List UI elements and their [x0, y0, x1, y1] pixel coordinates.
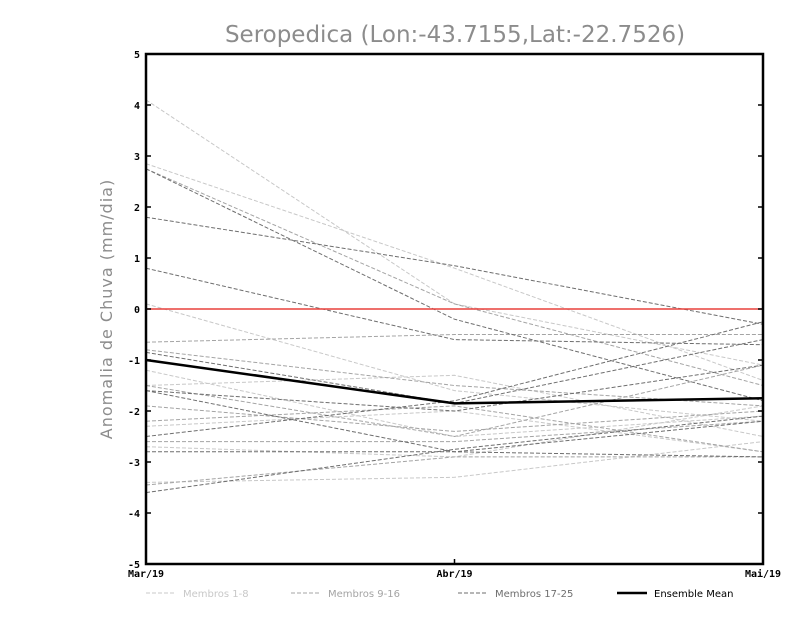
member-series-line [145, 334, 763, 343]
y-tick-label: 2 [134, 203, 140, 214]
y-tick-label: -3 [128, 458, 140, 469]
member-series-line [145, 349, 764, 407]
y-tick-label: 4 [134, 101, 140, 112]
member-series-line [146, 451, 764, 458]
y-axis-label: Anomalia de Chuva (mm/dia) [97, 179, 116, 439]
y-tick-label: 1 [134, 254, 140, 265]
x-tick-label: Mai/19 [745, 568, 781, 580]
y-tick-label: 3 [134, 152, 140, 163]
y-tick-label: 5 [134, 50, 140, 61]
member-series-line [145, 364, 764, 412]
y-tick-label: -1 [128, 356, 140, 367]
x-tick-label: Mar/19 [128, 569, 164, 580]
member-series-line [145, 99, 764, 366]
member-series-line [145, 303, 764, 422]
y-tick-label: -5 [128, 560, 140, 571]
member-series-line [145, 441, 764, 483]
member-series-line [145, 216, 764, 325]
legend: Membros 1-8 Membros 9-16 Membros 17-25 Ense… [146, 589, 733, 600]
ensemble-mean-line [145, 358, 764, 405]
y-tick-label: 0 [134, 305, 140, 316]
member-series-line [145, 405, 764, 432]
member-series-line [145, 339, 764, 404]
legend-label: Membros 9-16 [328, 589, 400, 600]
member-series-line [145, 163, 764, 381]
member-series-line [145, 267, 764, 346]
member-series-line [145, 321, 764, 437]
member-series-line [146, 420, 764, 443]
member-series-line [145, 374, 764, 437]
member-series-line [145, 415, 764, 494]
legend-label: Membros 1-8 [183, 589, 249, 600]
member-series-line [145, 405, 764, 453]
legend-label: Ensemble Mean [654, 589, 733, 600]
member-series-line [145, 456, 763, 486]
member-series-line [145, 168, 764, 386]
y-tick-label: -2 [128, 407, 140, 418]
member-series-line [145, 364, 764, 438]
y-tick-label: -4 [128, 509, 140, 520]
chart-title: Seropedica (Lon:-43.7155,Lat:-22.7526) [225, 22, 685, 48]
member-series-line [145, 168, 764, 402]
legend-label: Membros 17-25 [495, 589, 573, 600]
x-tick-label: Abr/19 [436, 569, 472, 580]
